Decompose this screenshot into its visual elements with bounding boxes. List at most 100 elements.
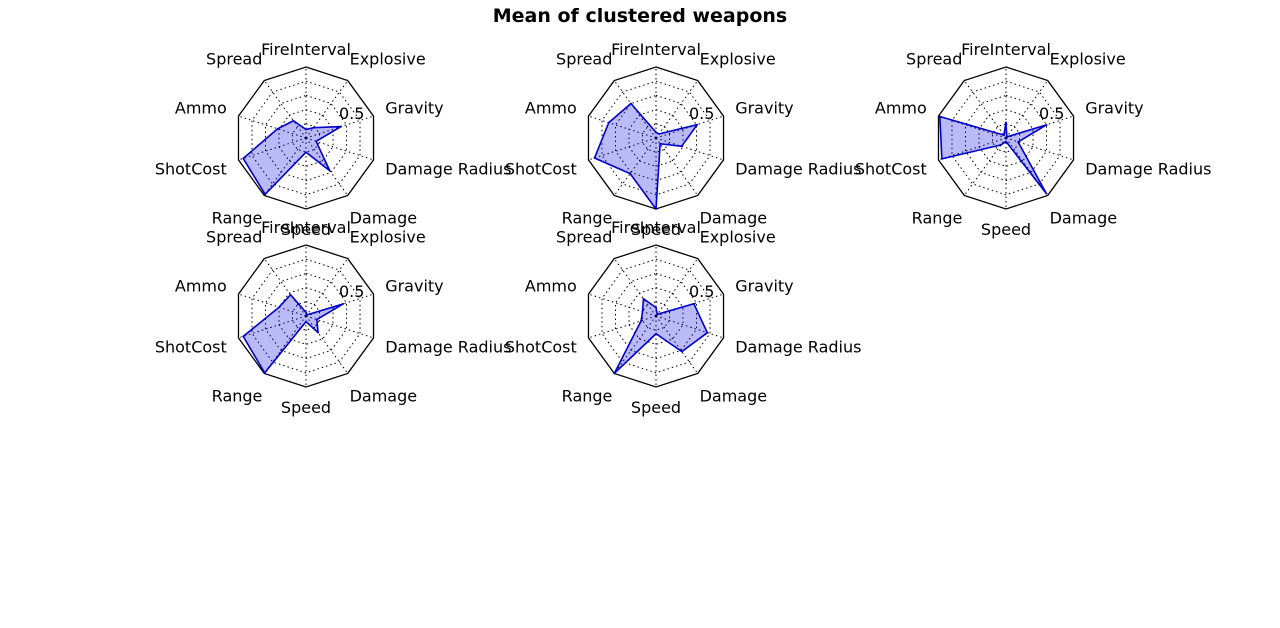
grid-ring bbox=[264, 94, 348, 182]
axis-label-damage-radius: Damage Radius bbox=[385, 159, 511, 178]
grid-spoke bbox=[238, 315, 307, 339]
grid-ring bbox=[251, 258, 361, 374]
data-point-damage-radius bbox=[1017, 141, 1020, 143]
data-point-spread bbox=[1003, 134, 1005, 137]
data-point-fireinterval bbox=[305, 311, 307, 314]
radar-frame bbox=[587, 244, 725, 388]
grid-ring bbox=[264, 272, 348, 360]
grid-spoke bbox=[655, 315, 699, 374]
series-area bbox=[242, 119, 342, 196]
data-point-speed bbox=[305, 151, 307, 154]
axis-label-spread: Spread bbox=[556, 50, 612, 69]
axis-label-speed: Speed bbox=[281, 398, 331, 417]
axis-label-ammo: Ammo bbox=[875, 99, 927, 118]
axis-label-ammo: Ammo bbox=[525, 99, 577, 118]
data-point-explosive bbox=[312, 126, 315, 129]
data-point-explosive bbox=[656, 313, 659, 316]
grid-ring bbox=[951, 80, 1061, 196]
data-point-spread bbox=[630, 102, 632, 105]
grid-ring bbox=[964, 94, 1048, 182]
axis-label-range: Range bbox=[562, 386, 613, 405]
axis-label-spread: Spread bbox=[906, 50, 962, 69]
grid-spoke bbox=[305, 258, 349, 317]
data-point-spread bbox=[642, 297, 645, 300]
data-point-range bbox=[264, 193, 267, 196]
grid-spoke bbox=[588, 115, 657, 139]
axis-label-range: Range bbox=[562, 208, 613, 227]
data-point-spread bbox=[292, 119, 295, 122]
axis-label-gravity: Gravity bbox=[385, 99, 443, 118]
axis-label-spread: Spread bbox=[206, 228, 262, 247]
radial-tick-label: 0.5 bbox=[1039, 104, 1064, 123]
grid-ring bbox=[614, 94, 698, 182]
radial-tick-label: 0.5 bbox=[339, 104, 364, 123]
axis-label-ammo: Ammo bbox=[175, 277, 227, 296]
series-area bbox=[613, 297, 709, 375]
data-point-range bbox=[263, 371, 266, 374]
radar-frame bbox=[237, 244, 375, 388]
grid-spoke bbox=[655, 137, 699, 196]
axis-label-shotcost: ShotCost bbox=[855, 159, 927, 178]
data-point-damage bbox=[680, 350, 683, 353]
radar-frame bbox=[237, 66, 375, 210]
grid-spoke bbox=[613, 137, 657, 196]
axis-label-damage: Damage bbox=[350, 208, 418, 227]
data-point-fireinterval bbox=[655, 131, 657, 134]
axis-label-range: Range bbox=[212, 208, 263, 227]
data-point-speed bbox=[655, 332, 657, 335]
data-point-ammo bbox=[641, 310, 644, 313]
axis-label-fireinterval: FireInterval bbox=[611, 40, 701, 59]
data-point-gravity bbox=[696, 123, 699, 126]
axis-label-damage: Damage bbox=[350, 386, 418, 405]
grid-spoke bbox=[305, 115, 374, 139]
data-point-fireinterval bbox=[1005, 121, 1007, 124]
grid-spoke bbox=[305, 137, 374, 161]
axis-label-fireinterval: FireInterval bbox=[611, 218, 701, 237]
data-point-gravity bbox=[340, 125, 343, 128]
grid-spoke bbox=[963, 137, 1007, 196]
data-point-range bbox=[629, 172, 632, 175]
data-point-explosive bbox=[658, 133, 660, 135]
axis-label-explosive: Explosive bbox=[1050, 50, 1126, 69]
axis-label-speed: Speed bbox=[631, 398, 681, 417]
axis-label-explosive: Explosive bbox=[700, 50, 776, 69]
data-point-speed bbox=[305, 320, 307, 323]
radar-frame bbox=[937, 66, 1075, 210]
axis-label-shotcost: ShotCost bbox=[505, 159, 577, 178]
grid-spoke bbox=[263, 258, 307, 317]
grid-spoke bbox=[655, 258, 699, 317]
grid-spoke bbox=[655, 137, 724, 161]
axis-label-explosive: Explosive bbox=[700, 228, 776, 247]
data-point-speed bbox=[1005, 140, 1007, 143]
data-point-damage bbox=[1045, 192, 1048, 195]
axis-label-gravity: Gravity bbox=[735, 277, 793, 296]
grid-ring bbox=[291, 123, 321, 153]
series-area bbox=[939, 115, 1048, 195]
grid-spoke bbox=[655, 315, 724, 339]
data-point-damage-radius bbox=[315, 140, 318, 143]
grid-ring bbox=[991, 123, 1021, 153]
grid-spoke bbox=[1005, 80, 1049, 139]
grid-spoke bbox=[1005, 137, 1074, 161]
data-point-range bbox=[1000, 143, 1002, 146]
series-area bbox=[593, 102, 698, 210]
data-point-shotcost bbox=[593, 157, 596, 159]
data-point-ammo bbox=[276, 127, 279, 130]
grid-spoke bbox=[613, 315, 657, 374]
data-point-ammo bbox=[607, 121, 610, 124]
axis-label-range: Range bbox=[912, 208, 963, 227]
axis-label-speed: Speed bbox=[981, 220, 1031, 239]
axis-label-gravity: Gravity bbox=[1085, 99, 1143, 118]
data-point-gravity bbox=[692, 302, 695, 305]
grid-spoke bbox=[305, 315, 349, 374]
grid-spoke bbox=[238, 137, 307, 161]
grid-spoke bbox=[963, 80, 1007, 139]
axis-label-damage: Damage bbox=[1050, 208, 1118, 227]
data-point-range bbox=[613, 372, 616, 375]
data-point-shotcost bbox=[242, 335, 245, 338]
